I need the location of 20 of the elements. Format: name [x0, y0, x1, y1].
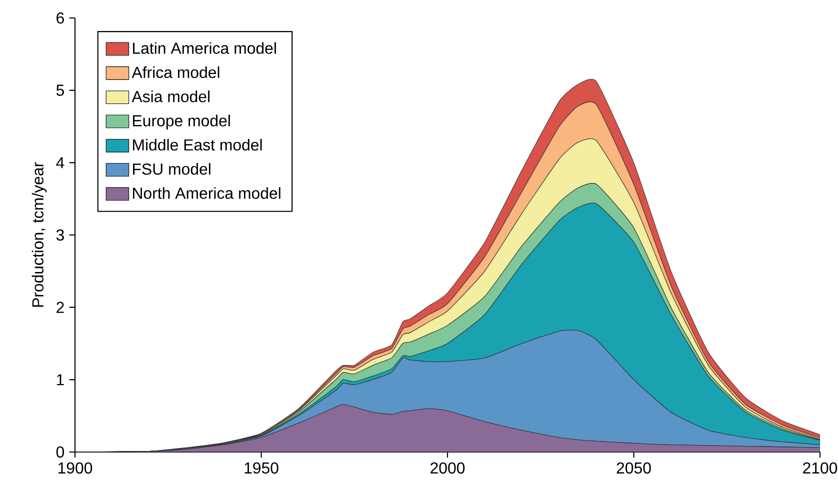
y-tick-label: 0 — [56, 446, 64, 458]
legend-label: North America model — [133, 187, 280, 199]
x-tick-label: 2000 — [430, 462, 465, 474]
y-tick-label: 1 — [56, 374, 64, 386]
y-tick-label: 4 — [56, 157, 64, 168]
y-tick-label: 6 — [56, 12, 64, 24]
x-tick-label: 2050 — [616, 462, 651, 474]
y-tick-label: 3 — [56, 229, 64, 241]
x-tick-label: 2100 — [803, 462, 838, 474]
legend-label: FSU model — [133, 163, 210, 175]
legend-label: Europe model — [133, 114, 230, 130]
legend-label: Middle East model — [133, 138, 262, 151]
x-tick-label: 1900 — [58, 462, 92, 474]
y-tick-label: 5 — [56, 84, 64, 96]
y-axis-title: Production, tcm/year — [32, 162, 47, 307]
legend-label: Asia model — [132, 90, 210, 102]
legend-label: Africa model — [132, 66, 220, 78]
x-tick-label: 1950 — [244, 462, 278, 474]
legend-label: Latin America model — [133, 42, 276, 54]
y-tick-label: 2 — [56, 302, 64, 313]
